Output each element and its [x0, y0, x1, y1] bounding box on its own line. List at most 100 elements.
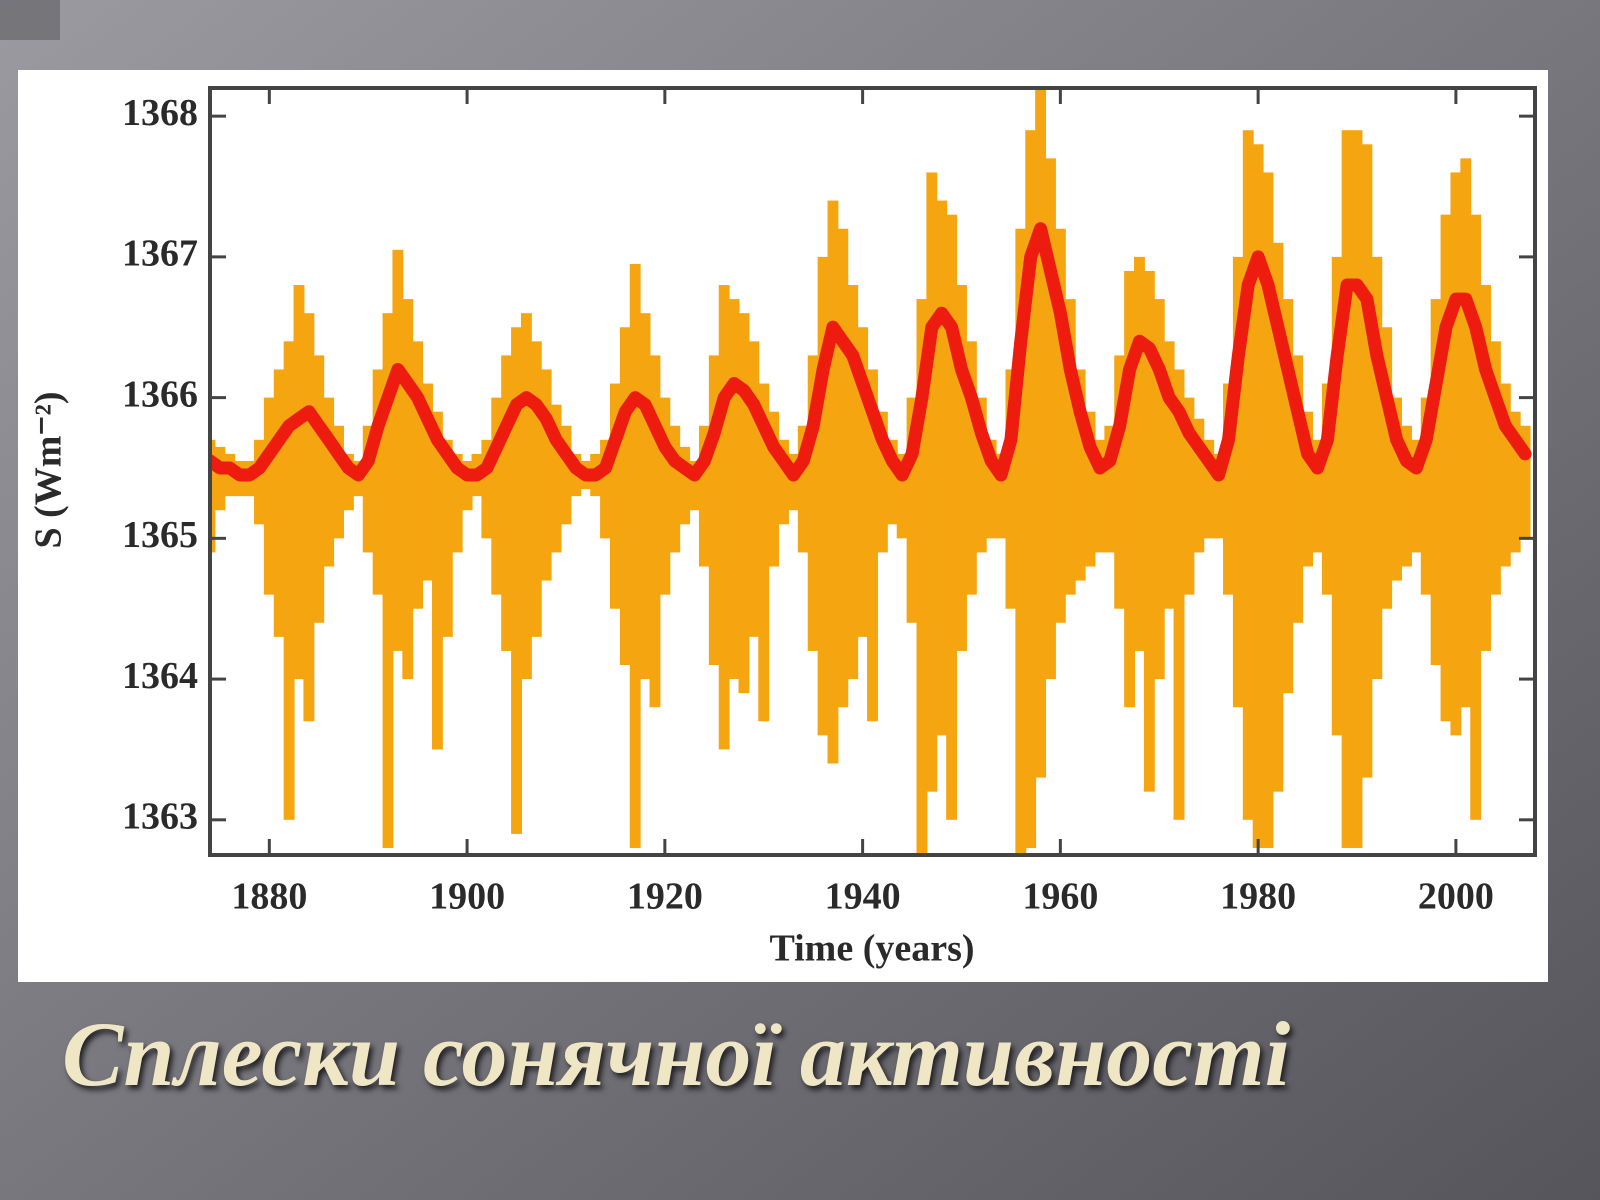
range-bar — [758, 383, 770, 722]
range-bar — [283, 341, 295, 820]
y-tick-label: 1363 — [122, 796, 198, 838]
range-bar — [273, 369, 285, 637]
range-bar — [1213, 453, 1225, 539]
range-bar — [1499, 383, 1511, 567]
range-bar — [530, 341, 542, 637]
plot-area — [212, 90, 1532, 853]
range-bar — [382, 313, 394, 848]
range-bar — [323, 397, 335, 567]
range-bar — [362, 425, 374, 553]
range-bar — [985, 439, 997, 539]
range-bar — [1272, 242, 1284, 792]
range-bar — [1509, 411, 1521, 553]
range-bar — [1163, 341, 1175, 609]
range-bar — [807, 355, 819, 651]
range-bar — [1460, 158, 1472, 708]
range-bar — [431, 411, 443, 750]
range-bar — [906, 397, 918, 623]
y-tick-label: 1368 — [122, 92, 198, 134]
range-bar — [738, 313, 750, 694]
range-bar — [1124, 270, 1136, 708]
range-bar — [867, 369, 878, 722]
range-bar — [1381, 327, 1393, 609]
range-bar — [1361, 144, 1373, 778]
x-tick-label: 1900 — [429, 876, 505, 918]
range-bar — [520, 313, 532, 680]
range-bar — [1490, 341, 1501, 595]
range-bar — [1252, 144, 1264, 848]
range-bar — [1321, 383, 1333, 595]
y-tick-label: 1365 — [122, 514, 198, 556]
x-axis-label: Time (years) — [769, 928, 974, 970]
x-tick-label: 1960 — [1022, 876, 1098, 918]
series-line — [212, 222, 1532, 482]
x-tick-label: 1940 — [825, 876, 901, 918]
range-bar — [491, 397, 503, 595]
range-bar — [1420, 397, 1432, 595]
range-bar — [718, 285, 730, 750]
range-bar — [1193, 418, 1205, 553]
range-bar — [1401, 425, 1412, 567]
range-bar — [995, 453, 1007, 539]
x-tick-label: 1880 — [231, 876, 307, 918]
range-bar — [1074, 369, 1086, 581]
range-bar — [1084, 411, 1096, 567]
range-bar — [254, 439, 265, 525]
range-bar — [975, 397, 987, 553]
range-bar — [896, 453, 908, 539]
range-bar — [1114, 355, 1126, 609]
range-bar — [1025, 130, 1037, 848]
range-bar — [412, 341, 424, 609]
range-bar — [1242, 130, 1254, 820]
slide-title: Сплески сонячної активності — [62, 1003, 1291, 1105]
range-bar — [1292, 355, 1304, 623]
range-bar — [748, 341, 760, 637]
range-bar — [1519, 425, 1531, 539]
range-bar — [481, 439, 493, 539]
range-bar — [926, 172, 938, 792]
range-bar — [1153, 299, 1165, 680]
range-bar — [441, 439, 453, 637]
range-bar — [1094, 439, 1106, 553]
range-bar — [847, 285, 859, 680]
range-bar — [303, 313, 315, 722]
range-bar — [1410, 439, 1422, 553]
range-bar — [1045, 158, 1056, 680]
range-bar — [212, 439, 216, 553]
range-bar — [728, 299, 740, 680]
range-bar — [1351, 130, 1363, 848]
range-bar — [342, 453, 354, 511]
range-bar — [1470, 214, 1482, 820]
range-bar — [1134, 256, 1145, 651]
range-bar — [629, 263, 641, 848]
range-bar — [886, 439, 898, 525]
range-bar — [1015, 228, 1027, 853]
range-bar — [708, 355, 720, 666]
range-bar — [1173, 369, 1185, 820]
plot-frame — [208, 86, 1537, 857]
range-bar — [619, 327, 631, 666]
range-bar — [293, 285, 305, 680]
range-bar — [965, 341, 977, 595]
range-bar — [501, 355, 513, 651]
range-bar — [876, 411, 888, 553]
range-bar — [639, 313, 651, 680]
range-bar — [916, 299, 928, 853]
range-bar — [1223, 383, 1234, 595]
range-bar — [936, 200, 948, 736]
range-bar — [659, 397, 671, 595]
range-bar — [511, 327, 522, 834]
range-bar — [1480, 285, 1491, 651]
corner-accent — [0, 0, 60, 40]
range-bar — [1312, 439, 1323, 553]
range-bar — [461, 460, 473, 511]
range-bar — [1203, 439, 1215, 539]
range-bar — [1331, 256, 1343, 736]
range-bar — [768, 411, 780, 567]
range-bar — [787, 453, 799, 511]
range-bar — [1440, 214, 1452, 722]
range-bar — [333, 425, 344, 539]
range-bar — [817, 256, 829, 736]
